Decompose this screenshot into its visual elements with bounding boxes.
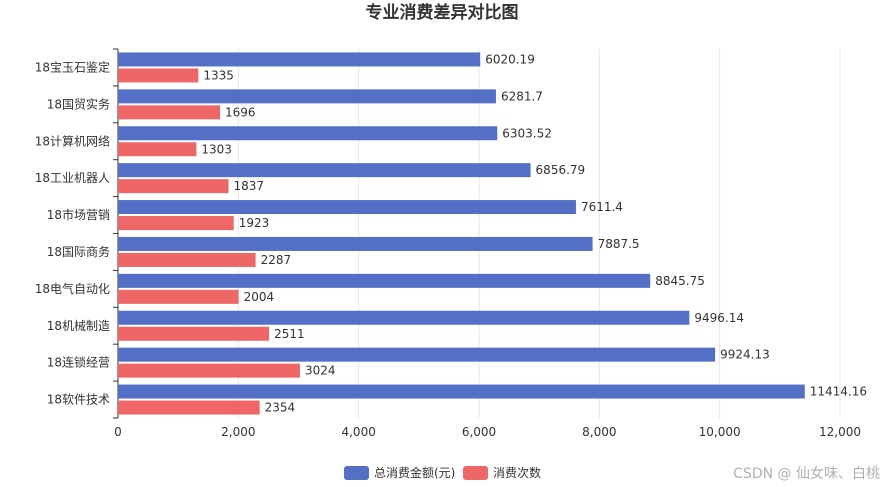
category-label: 18机械制造	[47, 318, 110, 333]
category-label: 18国际商务	[47, 244, 110, 259]
bar-total-amount	[118, 347, 716, 362]
bar-count	[118, 68, 199, 83]
bar-total-amount	[118, 52, 481, 67]
data-label: 6020.19	[485, 52, 535, 66]
bar-total-amount	[118, 273, 651, 288]
category-label: 18计算机网络	[35, 133, 110, 148]
bar-total-amount	[118, 236, 593, 251]
data-label: 2287	[261, 253, 292, 267]
bar-total-amount	[118, 126, 498, 141]
legend-swatch	[344, 466, 369, 480]
bar-count	[118, 142, 197, 157]
data-label: 6856.79	[536, 163, 586, 177]
category-label: 18国贸实务	[47, 96, 110, 111]
bar-count	[118, 363, 300, 378]
data-label: 1837	[234, 179, 265, 193]
data-label: 2354	[265, 401, 296, 415]
bar-count	[118, 252, 256, 267]
data-label: 7887.5	[598, 237, 640, 251]
watermark-text: CSDN @ 仙女味、白桃	[733, 465, 880, 482]
x-tick-label: 2,000	[221, 425, 255, 439]
data-label: 11414.16	[810, 385, 867, 399]
bar-total-amount	[118, 384, 805, 399]
chart-title: 专业消费差异对比图	[366, 2, 519, 23]
category-label: 18连锁经营	[47, 355, 110, 370]
bar-total-amount	[118, 200, 576, 215]
bar-count	[118, 289, 239, 304]
data-label: 2004	[244, 290, 275, 304]
legend-label: 消费次数	[493, 465, 541, 480]
bar-count	[118, 105, 221, 120]
bar-count	[118, 400, 260, 415]
data-label: 1923	[239, 216, 270, 230]
bar-total-amount	[118, 89, 496, 104]
legend-label: 总消费金额(元)	[374, 465, 455, 480]
x-tick-label: 4,000	[341, 425, 375, 439]
category-label: 18宝玉石鉴定	[35, 59, 110, 74]
data-label: 1303	[201, 142, 232, 156]
data-label: 7611.4	[581, 200, 623, 214]
x-tick-label: 6,000	[462, 425, 496, 439]
x-tick-label: 8,000	[582, 425, 616, 439]
data-label: 9496.14	[694, 311, 744, 325]
data-label: 1696	[225, 105, 256, 119]
data-label: 2511	[274, 327, 305, 341]
legend-swatch	[463, 466, 488, 480]
data-label: 6281.7	[501, 89, 543, 103]
data-label: 8845.75	[655, 274, 705, 288]
category-label: 18市场营销	[47, 207, 110, 222]
bar-total-amount	[118, 310, 690, 325]
bar-count	[118, 326, 270, 341]
x-tick-label: 0	[114, 425, 122, 439]
data-label: 1335	[203, 68, 234, 82]
x-tick-label: 10,000	[699, 425, 741, 439]
category-label: 18电气自动化	[35, 281, 110, 296]
data-label: 3024	[305, 364, 336, 378]
category-label: 18软件技术	[47, 393, 110, 407]
data-label: 6303.52	[502, 126, 552, 140]
bar-count	[118, 179, 229, 194]
category-label: 18工业机器人	[35, 171, 110, 185]
bar-total-amount	[118, 163, 531, 178]
bar-count	[118, 216, 234, 231]
data-label: 9924.13	[720, 348, 770, 362]
x-tick-label: 12,000	[819, 425, 861, 439]
